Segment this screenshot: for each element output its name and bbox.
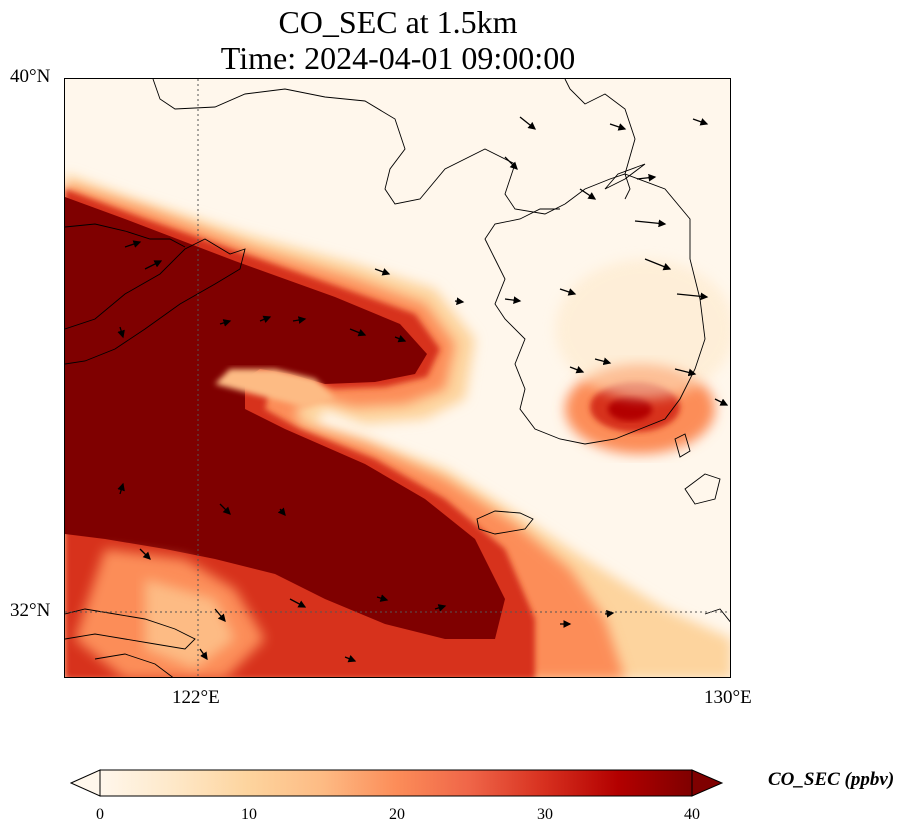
gridlines [65, 79, 730, 677]
map-title-line1: CO_SEC at 1.5km [278, 4, 518, 40]
colorbar-tick-20: 20 [389, 806, 405, 823]
colorbar-extend-max [691, 769, 724, 797]
wind-vectors [117, 116, 729, 663]
colorbar-tick-30: 30 [537, 806, 553, 823]
colorbar-tick-0: 0 [96, 806, 104, 823]
colorbar-label: CO_SEC (ppbv) [768, 769, 895, 790]
lon-tick-130e: 130°E [704, 687, 752, 708]
colorbar-gradient [99, 769, 693, 797]
plume-notch [215, 369, 335, 407]
lat-tick-32n: 32°N [10, 600, 51, 621]
lat-tick-40n: 40°N [10, 66, 51, 87]
colorbar-tick-10: 10 [241, 806, 257, 823]
colorbar-extend-min [70, 769, 101, 797]
colorbar [70, 769, 724, 797]
map-plot-area [64, 78, 731, 678]
lon-tick-122e: 122°E [172, 687, 220, 708]
map-title-line2: Time: 2024-04-01 09:00:00 [220, 40, 576, 76]
colorbar-tick-40: 40 [684, 806, 700, 823]
map-canvas [65, 79, 730, 677]
korea-tint [555, 259, 730, 399]
coastlines [65, 79, 730, 677]
